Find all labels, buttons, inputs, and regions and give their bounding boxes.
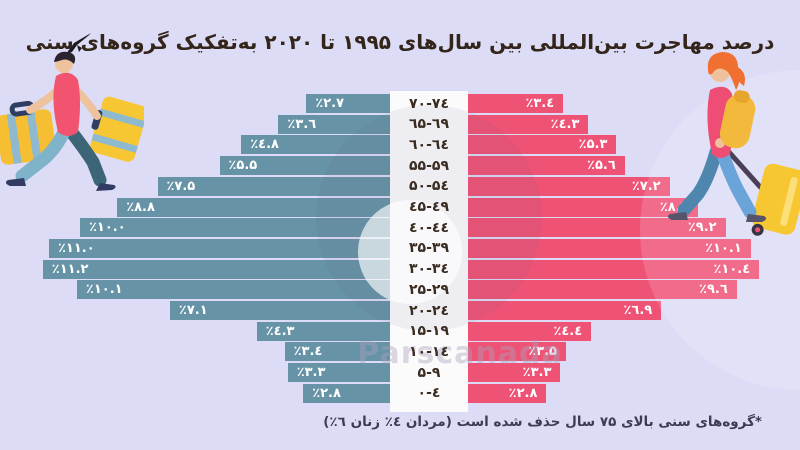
female-bar-value-label: ٪۱۰.٤ bbox=[713, 261, 751, 277]
male-bar-value-label: ٪۷.۵ bbox=[166, 178, 196, 194]
male-bar-value-label: ٪٤.۸ bbox=[250, 137, 279, 153]
age-group-label: ٦۰-٦٤ bbox=[409, 136, 449, 153]
male-bar-value-label: ٪۱۰.۱ bbox=[85, 282, 123, 298]
age-group-label: ۲۰-۲٤ bbox=[409, 302, 449, 319]
chart-footnote: *گروه‌های سنی بالای ۷۵ سال حذف شده است (… bbox=[323, 414, 762, 430]
female-bar-value-label: ٪٦.۹ bbox=[623, 303, 653, 318]
airplane-icon bbox=[66, 33, 91, 54]
age-group-label: ۵-۹ bbox=[417, 364, 441, 381]
male-bar: ٪٤.۸ bbox=[241, 135, 390, 155]
male-bar: ٪۱۰.۰ bbox=[80, 218, 390, 238]
female-bar-value-label: ٪۹.٦ bbox=[699, 282, 728, 298]
backpack-icon bbox=[719, 90, 756, 149]
rolling-suitcase-icon bbox=[751, 163, 800, 236]
female-bar: ٪۳.٤ bbox=[468, 94, 564, 113]
female-bar-value-label: ٪۷.۲ bbox=[631, 178, 661, 194]
male-bar-value-label: ٪۳.۳ bbox=[296, 365, 326, 381]
male-bar-value-label: ٪٤.۳ bbox=[265, 323, 295, 339]
male-bar: ٪۱۰.۱ bbox=[76, 280, 390, 300]
female-bar-value-label: ٪۲.۸ bbox=[508, 385, 538, 401]
age-group-label: ۵۵-۵۹ bbox=[409, 157, 449, 174]
male-bar: ٪۳.۳ bbox=[287, 363, 390, 383]
age-group-label: ۱۵-۱۹ bbox=[409, 323, 449, 340]
female-bar: ٪۱۰.٤ bbox=[468, 259, 760, 279]
female-bar: ٪۵.۳ bbox=[468, 135, 617, 155]
male-bar-value-label: ٪۱۱.۲ bbox=[51, 261, 89, 277]
male-bar-value-label: ٪۱۱.۰ bbox=[58, 240, 95, 256]
female-bar: ٪۹.٦ bbox=[468, 280, 737, 300]
male-bar-value-label: ٪۵.۵ bbox=[228, 158, 258, 174]
male-bar: ٪۱۱.۲ bbox=[42, 259, 390, 279]
male-bar: ٪۲.۸ bbox=[303, 383, 390, 403]
page-title: درصد مهاجرت بین‌المللی بین سال‌های ۱۹۹۵ … bbox=[25, 30, 775, 54]
male-bar: ٪۲.۷ bbox=[306, 94, 390, 113]
female-bar-value-label: ٪۳.۳ bbox=[522, 365, 552, 381]
male-bar-value-label: ٪۱۰.۰ bbox=[89, 220, 126, 236]
male-bar-value-label: ٪۸.۸ bbox=[126, 199, 155, 215]
female-bar: ٪۳.۵ bbox=[468, 342, 566, 362]
woman-with-trolley-illustration bbox=[667, 52, 800, 236]
male-bar: ٪٤.۳ bbox=[256, 321, 390, 341]
male-bar: ٪۷.۱ bbox=[169, 301, 390, 320]
female-bar: ٪٦.۹ bbox=[468, 301, 662, 320]
female-bar: ٪۳.۳ bbox=[468, 363, 561, 383]
male-bar-value-label: ٪۷.۱ bbox=[178, 303, 208, 318]
male-bar: ٪۷.۵ bbox=[157, 176, 390, 196]
female-bar-value-label: ٪٤.٤ bbox=[553, 323, 583, 339]
female-bar: ٪۹.۲ bbox=[468, 218, 726, 238]
male-bar-value-label: ٪۳.٦ bbox=[287, 116, 317, 132]
male-bar: ٪۸.۸ bbox=[117, 197, 390, 217]
age-group-label: ۲۵-۲۹ bbox=[409, 281, 449, 298]
age-group-label: ۱۰-۱٤ bbox=[409, 343, 449, 360]
male-bar: ٪۱۱.۰ bbox=[49, 238, 390, 258]
female-bar-value-label: ٪۱۰.۱ bbox=[705, 240, 742, 256]
female-bar: ٪۵.٦ bbox=[468, 156, 625, 176]
female-bar-value-label: ٪۹.۲ bbox=[687, 220, 717, 236]
male-bar-value-label: ٪۳.٤ bbox=[293, 344, 323, 360]
female-bar-value-label: ٪۵.٦ bbox=[587, 158, 616, 174]
male-bar: ٪۳.٤ bbox=[284, 342, 390, 362]
female-bar-value-label: ٪۳.٤ bbox=[525, 96, 555, 111]
age-group-label: ٤۵-٤۹ bbox=[409, 199, 449, 215]
female-bar: ٪۲.۸ bbox=[468, 383, 547, 403]
female-bar-value-label: ٪۳.۵ bbox=[528, 344, 557, 360]
front-suitcase-icon bbox=[0, 100, 57, 165]
age-group-label: ۵۰-۵٤ bbox=[409, 178, 449, 195]
male-bar-value-label: ٪۲.۸ bbox=[312, 385, 341, 401]
female-bar: ٪۱۰.۱ bbox=[468, 238, 751, 258]
age-group-label: ۰-٤ bbox=[417, 385, 441, 402]
age-group-label: ۳۵-۳۹ bbox=[409, 240, 449, 257]
age-group-label: ٤۰-٤٤ bbox=[409, 219, 449, 236]
female-bar: ٪٤.۳ bbox=[468, 114, 589, 134]
rear-suitcase-icon bbox=[90, 96, 144, 162]
age-group-label: ٦۵-٦۹ bbox=[409, 116, 449, 133]
female-bar: ٪۷.۲ bbox=[468, 176, 670, 196]
male-bar: ٪۳.٦ bbox=[278, 114, 390, 134]
age-group-label: ۷۰-۷٤ bbox=[409, 95, 449, 112]
age-group-label: ۳۰-۳٤ bbox=[409, 261, 449, 278]
male-bar: ٪۵.۵ bbox=[219, 156, 390, 176]
man-with-suitcases-illustration bbox=[0, 51, 144, 191]
female-bar-value-label: ٪٤.۳ bbox=[550, 116, 580, 132]
male-bar-value-label: ٪۲.۷ bbox=[315, 96, 345, 111]
female-bar-value-label: ٪۵.۳ bbox=[578, 137, 608, 153]
female-bar: ٪٤.٤ bbox=[468, 321, 592, 341]
